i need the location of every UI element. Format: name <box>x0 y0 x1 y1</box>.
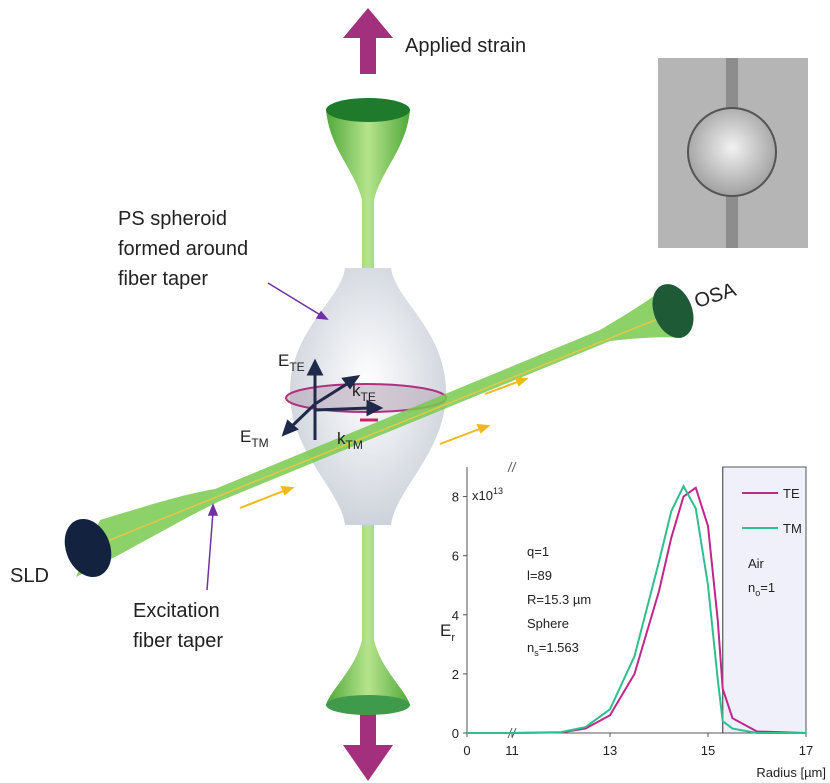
legend-label: TM <box>783 521 802 536</box>
annotation-main: n <box>527 640 534 655</box>
annotation: Air <box>748 556 765 571</box>
x-tick-label: 11 <box>505 743 519 758</box>
annotation: l=89 <box>527 568 552 583</box>
photo-inset <box>658 58 808 248</box>
y-tick-label: 2 <box>452 667 459 682</box>
excitation-label: Excitation <box>133 600 220 622</box>
legend-label: TE <box>783 486 800 501</box>
y-tick-label: 4 <box>452 608 459 623</box>
annotation: q=1 <box>527 544 549 559</box>
scale-main: x10 <box>472 488 493 503</box>
y-tick-label: 0 <box>452 726 459 741</box>
excitation-label: fiber taper <box>133 630 223 652</box>
x-tick-label: 13 <box>603 743 617 758</box>
spheroid-label: formed around <box>118 238 248 260</box>
strain-label: Applied strain <box>405 35 526 57</box>
osa-label: OSA <box>692 279 740 313</box>
page: Applied strain PS spheroid formed around… <box>0 0 830 783</box>
scale-sup: 13 <box>493 486 503 496</box>
x-axis-label: Radius [µm] <box>756 765 826 780</box>
field-label: ETM <box>240 427 269 450</box>
spheroid-label: fiber taper <box>118 268 208 290</box>
y-tick-label: 6 <box>452 549 459 564</box>
spheroid-label: PS spheroid <box>118 208 227 230</box>
sld-label: SLD <box>10 565 49 587</box>
y-tick-label: 8 <box>452 490 459 505</box>
annotation-rest: =1 <box>760 580 775 595</box>
y-axis-label-sub: r <box>451 632 455 644</box>
air-region <box>723 467 806 733</box>
annotation: R=15.3 µm <box>527 592 591 607</box>
x-tick-label: 15 <box>701 743 715 758</box>
annotation: Sphere <box>527 616 569 631</box>
annotation-main: n <box>748 580 755 595</box>
y-axis-label-main: E <box>440 621 451 640</box>
annotation-rest: =1.563 <box>539 640 579 655</box>
x-tick-label: 0 <box>463 743 470 758</box>
x-tick-label: 17 <box>799 743 813 758</box>
